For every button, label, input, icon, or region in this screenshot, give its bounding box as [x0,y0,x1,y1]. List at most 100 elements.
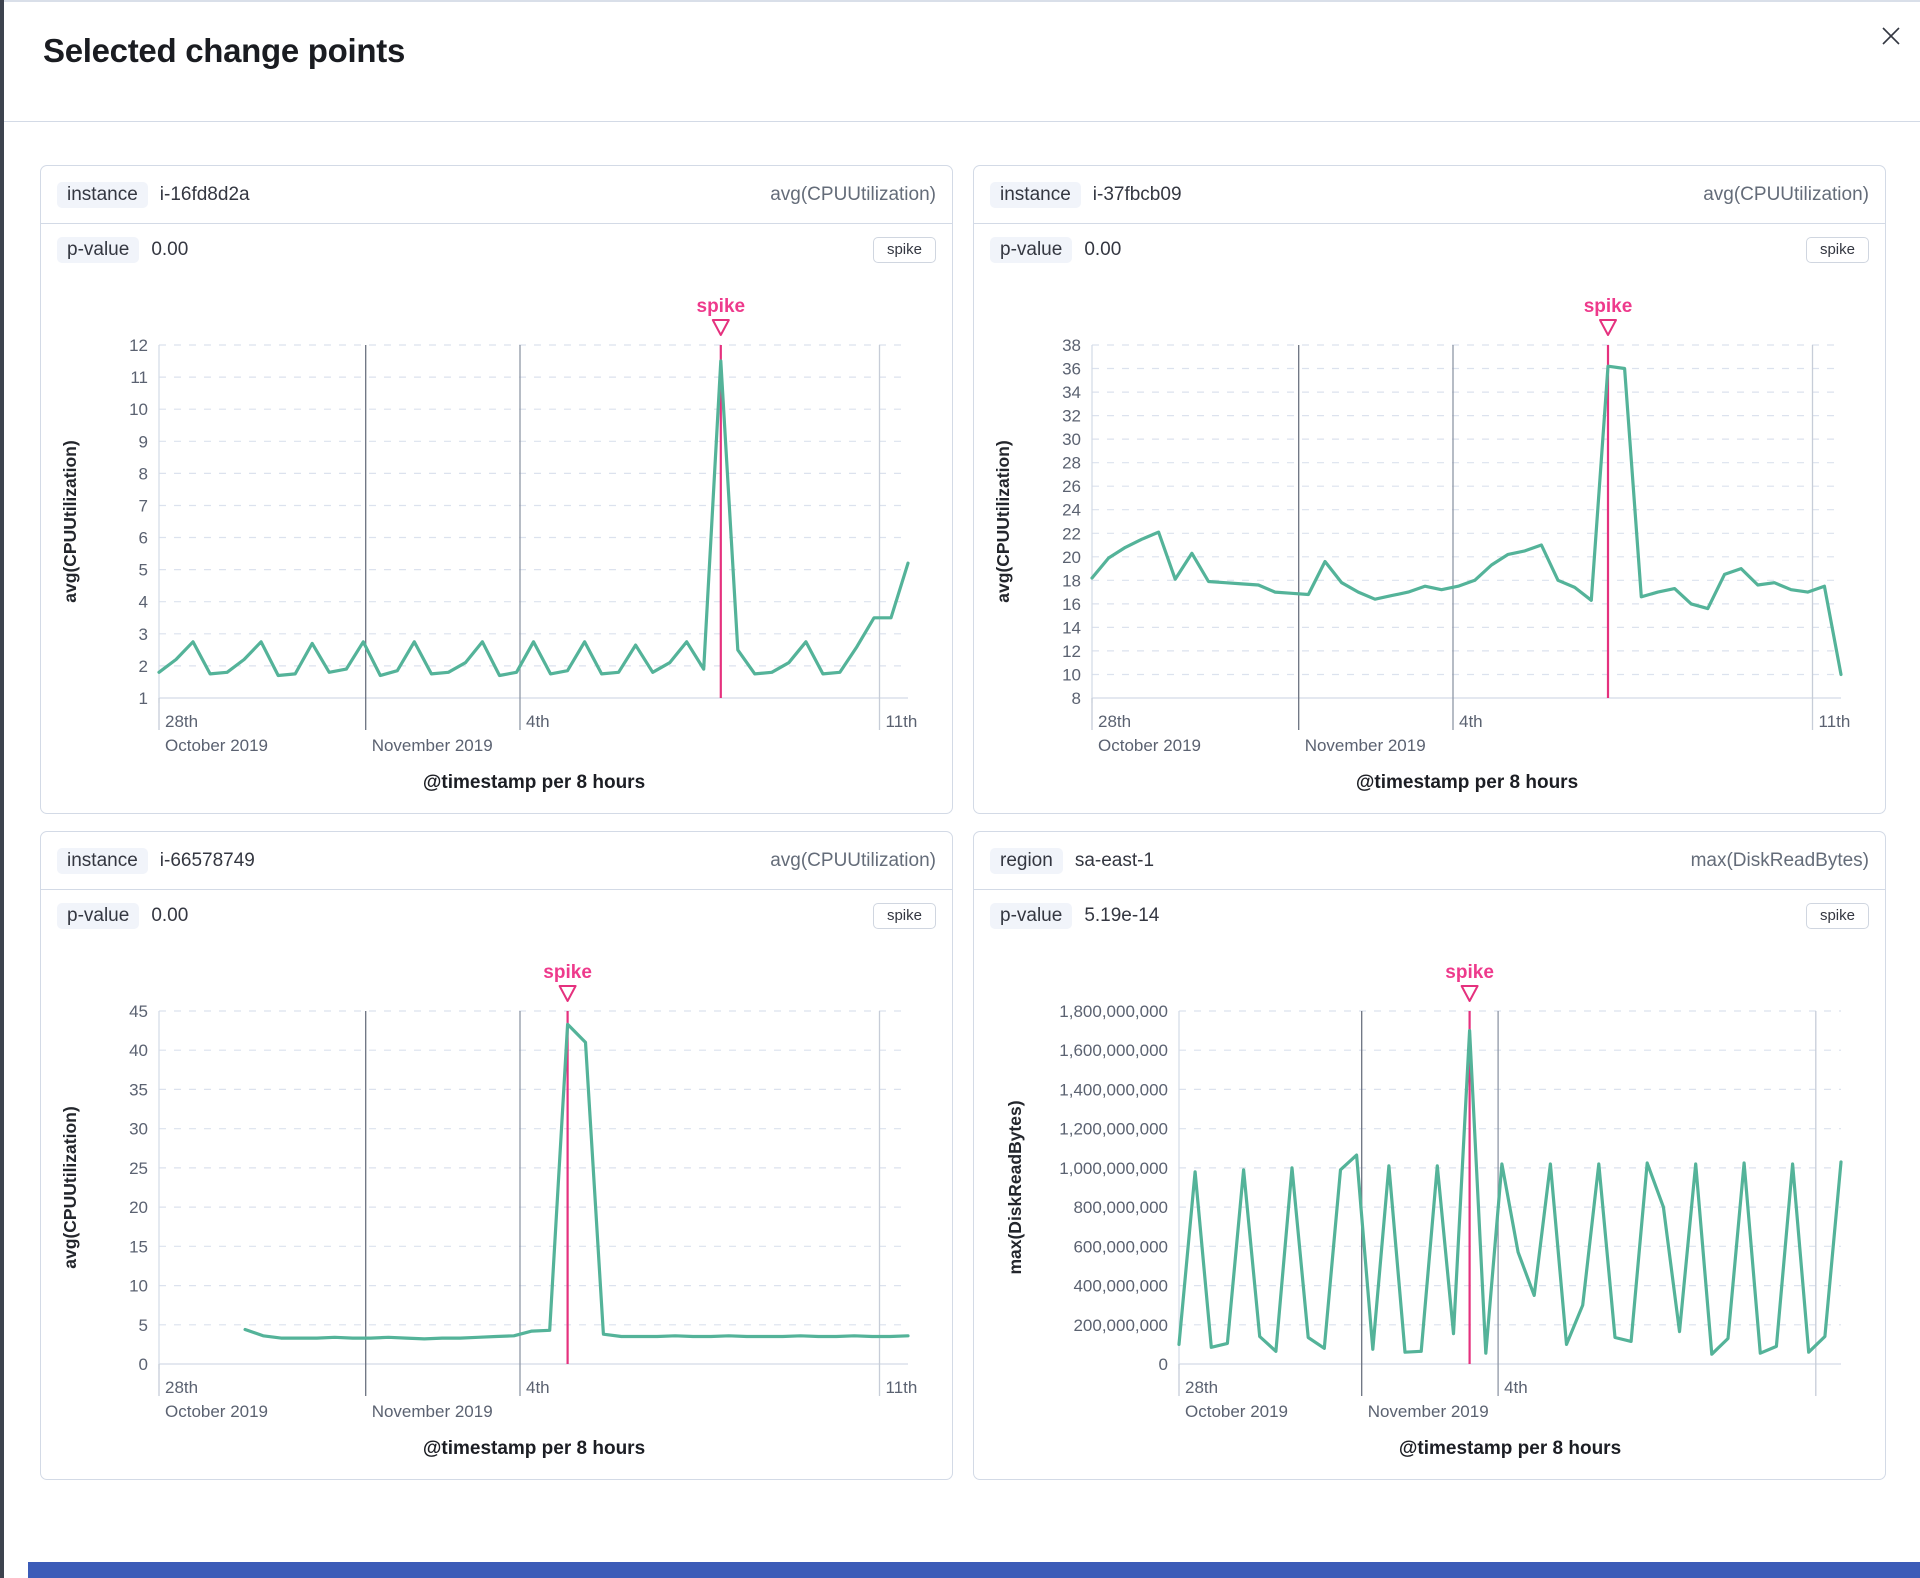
spike-annotation-label: spike [543,962,592,983]
flyout-header: Selected change points [4,2,1920,122]
x-tick-label: 4th [526,712,550,731]
p-value: 5.19e-14 [1084,905,1160,926]
y-tick-label: 20 [129,1198,148,1217]
field-value: sa-east-1 [1074,850,1155,871]
x-tick-label: 11th [886,1378,918,1397]
p-value-row: p-value 0.00 spike [974,224,1885,263]
p-value-row: p-value 0.00 spike [41,890,952,929]
underlying-nav-edge [0,0,4,1578]
y-tick-label: 40 [129,1041,148,1060]
metric-label: avg(CPUUtilization) [1703,184,1869,205]
field-name-badge: region [990,848,1063,874]
x-axis-title: @timestamp per 8 hours [423,772,645,793]
y-tick-label: 16 [1062,595,1081,614]
x-tick-label: 4th [1459,712,1483,731]
y-tick-label: 400,000,000 [1073,1277,1168,1296]
y-tick-label: 9 [139,432,148,451]
y-axis-title: avg(CPUUtilization) [993,440,1013,602]
spike-marker-icon [1599,319,1617,336]
y-tick-label: 1,000,000,000 [1059,1159,1168,1178]
spike-marker-icon [711,319,730,336]
change-point-panel: instance i-16fd8d2a avg(CPUUtilization) … [40,165,953,814]
y-tick-label: 4 [139,593,148,612]
spike-type-button[interactable]: spike [1805,903,1869,929]
field-name-badge: instance [990,182,1081,208]
x-tick-label: 28th [1185,1378,1218,1397]
field-value: i-16fd8d2a [159,184,250,205]
field-name-badge: instance [57,182,148,208]
series-line [1090,364,1843,677]
change-point-panel: instance i-66578749 avg(CPUUtilization) … [40,831,953,1480]
x-tick-label: 28th [165,712,198,731]
y-tick-label: 1,400,000,000 [1059,1080,1168,1099]
p-value: 0.00 [151,905,189,926]
change-point-grid: instance i-16fd8d2a avg(CPUUtilization) … [40,165,1886,1480]
metric-label: avg(CPUUtilization) [770,850,936,871]
change-point-chart: 8 10 12 14 16 18 20 22 24 26 28 30 32 34 36 38 28th Octob… [993,296,1851,793]
y-tick-label: 22 [1062,524,1081,543]
field-value: i-37fbcb09 [1092,184,1182,205]
y-tick-label: 34 [1062,383,1081,402]
y-tick-label: 20 [1062,548,1081,567]
spike-annotation-label: spike [1445,962,1494,983]
y-tick-label: 1 [139,689,148,708]
x-tick-label: November 2019 [1368,1402,1489,1421]
y-tick-label: 45 [129,1002,148,1021]
p-value-badge: p-value [990,237,1073,263]
field-value: i-66578749 [159,850,255,871]
y-axis-title: avg(CPUUtilization) [60,1106,80,1268]
panel-header: instance i-16fd8d2a avg(CPUUtilization) [41,166,952,224]
y-tick-label: 5 [139,561,148,580]
x-tick-label: November 2019 [1305,736,1426,755]
x-tick-label: 28th [1098,712,1131,731]
underlying-scroll-bar[interactable] [28,1562,1920,1578]
change-points-flyout: Selected change points instance i-16fd8d… [4,0,1920,1578]
change-point-panel: region sa-east-1 max(DiskReadBytes) p-va… [973,831,1886,1480]
spike-annotation-label: spike [1584,296,1633,317]
y-tick-label: 14 [1062,618,1081,637]
change-point-chart: 0 5 10 15 20 25 30 35 40 45 28th October 2019 Novemb… [60,962,918,1459]
y-tick-label: 7 [139,497,148,516]
x-axis-title: @timestamp per 8 hours [1356,772,1578,793]
x-tick-label: November 2019 [372,736,493,755]
close-icon [1882,27,1900,45]
y-tick-label: 1,800,000,000 [1059,1002,1168,1021]
p-value-badge: p-value [990,903,1073,929]
p-value: 0.00 [1084,239,1122,260]
x-axis-title: @timestamp per 8 hours [423,1438,645,1459]
x-tick-label: October 2019 [165,1402,268,1421]
y-tick-label: 8 [139,464,148,483]
x-tick-label: October 2019 [165,736,268,755]
field-name-badge: instance [57,848,148,874]
y-tick-label: 8 [1072,689,1081,708]
p-value-row: p-value 0.00 spike [41,224,952,263]
y-tick-label: 200,000,000 [1073,1316,1168,1335]
y-tick-label: 36 [1062,360,1081,379]
y-tick-label: 5 [139,1316,148,1335]
y-tick-label: 15 [129,1237,148,1256]
y-tick-label: 38 [1062,336,1081,355]
spike-type-button[interactable]: spike [872,237,936,263]
y-tick-label: 10 [129,400,148,419]
close-button[interactable] [1878,23,1904,49]
y-tick-label: 11 [130,368,148,387]
spike-type-button[interactable]: spike [1805,237,1869,263]
x-tick-label: November 2019 [372,1402,493,1421]
spike-marker-icon [558,985,577,1002]
y-tick-label: 26 [1062,477,1081,496]
metric-label: max(DiskReadBytes) [1690,850,1869,871]
p-value-row: p-value 5.19e-14 spike [974,890,1885,929]
y-tick-label: 12 [1062,642,1081,661]
change-point-chart: 0 200,000,000 400,000,000 600,000,000 800,00… [1005,962,1843,1459]
y-tick-label: 25 [129,1159,148,1178]
panel-header: region sa-east-1 max(DiskReadBytes) [974,832,1885,890]
x-tick-label: October 2019 [1098,736,1201,755]
x-tick-label: 4th [526,1378,550,1397]
y-axis-title: max(DiskReadBytes) [1005,1100,1025,1274]
x-tick-label: 11th [1819,712,1851,731]
x-tick-label: October 2019 [1185,1402,1288,1421]
y-tick-label: 30 [1062,430,1081,449]
y-tick-label: 24 [1062,501,1081,520]
spike-type-button[interactable]: spike [872,903,936,929]
